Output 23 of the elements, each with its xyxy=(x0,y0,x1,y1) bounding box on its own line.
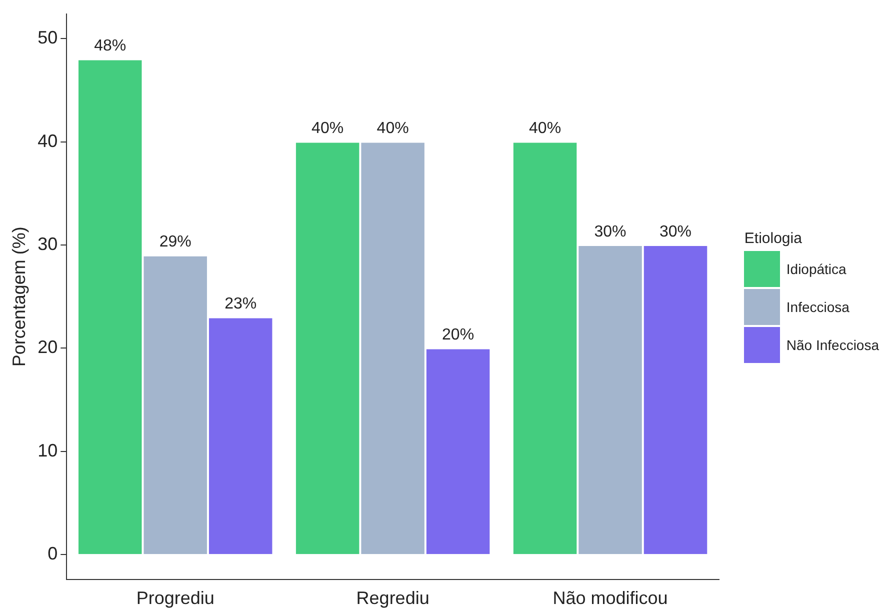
text: Infecciosa xyxy=(786,299,850,315)
data-label: 23% xyxy=(224,296,257,313)
data-label: 40% xyxy=(529,120,562,138)
data-label: 30% xyxy=(659,223,692,240)
x-tick-label: Regrediu xyxy=(356,588,430,608)
data-label: 30% xyxy=(594,223,626,240)
data-label: 40% xyxy=(312,120,344,138)
y-tick-label: 0 xyxy=(48,544,58,564)
y-tick-label: 40 xyxy=(38,130,58,151)
y-tick-label: 20 xyxy=(38,337,58,358)
y-tick-label: 30 xyxy=(38,234,58,254)
data-label: 29% xyxy=(159,234,192,251)
data-label: 40% xyxy=(376,120,409,138)
x-tick-label: Não modificou xyxy=(552,588,668,608)
x-tick-label: Progrediu xyxy=(136,588,214,608)
y-tick-label: 50 xyxy=(38,28,58,48)
y-tick-label: 10 xyxy=(38,440,58,460)
data-label: 20% xyxy=(442,326,474,344)
data-label: 48% xyxy=(94,38,126,55)
text: Não Infecciosa xyxy=(786,337,879,353)
legend-title: Etiologia xyxy=(744,230,803,247)
text: Idiopática xyxy=(786,261,846,277)
y-axis-title: Porcentagem (%) xyxy=(8,226,29,367)
